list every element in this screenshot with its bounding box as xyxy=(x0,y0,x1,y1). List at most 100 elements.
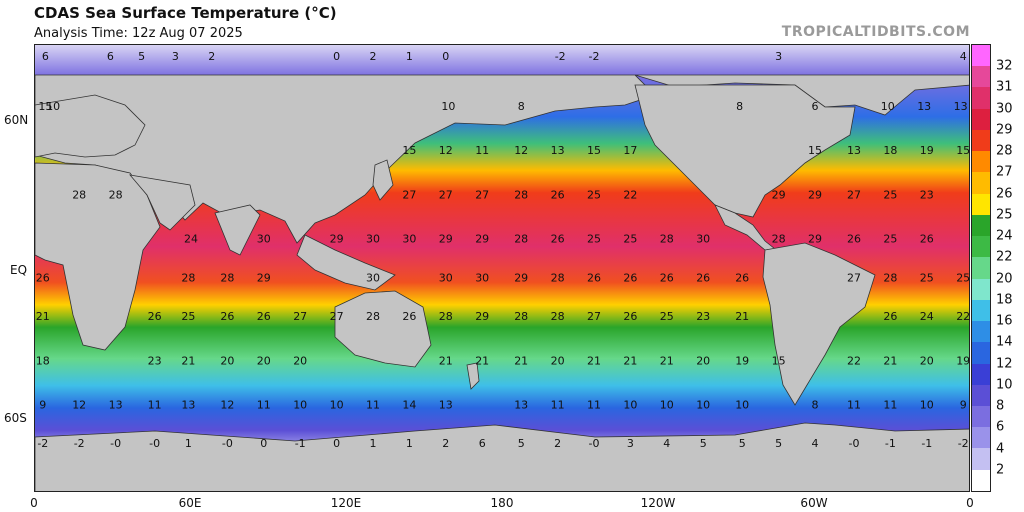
colorbar-swatch xyxy=(972,299,990,322)
sst-value-label: 5 xyxy=(739,437,746,450)
colorbar-label: 31 xyxy=(996,79,1013,95)
sst-value-label: 28 xyxy=(772,233,786,246)
sst-value-label: 26 xyxy=(551,188,565,201)
sst-value-label: 29 xyxy=(475,233,489,246)
sst-value-label: 1 xyxy=(185,437,192,450)
colorbar-label: 26 xyxy=(996,186,1013,202)
land-greenland-canada-arctic xyxy=(634,74,969,116)
colorbar-swatch xyxy=(972,172,990,194)
sst-value-label: 27 xyxy=(402,188,416,201)
sst-value-label: 21 xyxy=(475,354,489,367)
sst-value-label: 29 xyxy=(808,233,822,246)
sst-value-label: 28 xyxy=(883,271,897,284)
sst-value-label: 25 xyxy=(181,310,195,323)
sst-value-label: 26 xyxy=(402,310,416,323)
sst-value-label: 28 xyxy=(181,271,195,284)
colorbar-label: 24 xyxy=(996,228,1013,244)
sst-value-label: 8 xyxy=(812,399,819,412)
colorbar-swatch xyxy=(972,108,990,130)
sst-value-label: 28 xyxy=(514,233,528,246)
colorbar-swatch xyxy=(972,193,990,215)
sst-value-label: 21 xyxy=(514,354,528,367)
sst-value-label: 12 xyxy=(72,399,86,412)
colorbar-label: 6 xyxy=(996,419,1005,435)
sst-value-label: 15 xyxy=(38,100,52,113)
sst-value-label: 4 xyxy=(960,50,967,63)
sst-value-label: 21 xyxy=(587,354,601,367)
sst-value-label: 21 xyxy=(623,354,637,367)
sst-value-label: 25 xyxy=(883,233,897,246)
sst-value-label: 29 xyxy=(514,271,528,284)
sst-value-label: 2 xyxy=(442,437,449,450)
sst-value-label: 25 xyxy=(920,271,934,284)
colorbar-label: 12 xyxy=(996,356,1013,372)
sst-value-label: 20 xyxy=(257,354,271,367)
sst-value-label: 3 xyxy=(172,50,179,63)
colorbar-label: 30 xyxy=(996,101,1013,117)
sst-value-label: 23 xyxy=(148,354,162,367)
lon-label: 0 xyxy=(966,496,974,510)
sst-value-label: 19 xyxy=(920,144,934,157)
sst-value-label: 15 xyxy=(587,144,601,157)
colorbar-label: 25 xyxy=(996,207,1013,223)
sst-value-label: 26 xyxy=(623,271,637,284)
sst-value-label: 18 xyxy=(883,144,897,157)
sst-value-label: 21 xyxy=(36,310,50,323)
sst-value-label: 27 xyxy=(847,188,861,201)
land-arabia-india xyxy=(128,174,261,256)
sst-value-label: -2 xyxy=(555,50,566,63)
sst-value-label: 21 xyxy=(181,354,195,367)
sst-value-label: 30 xyxy=(366,271,380,284)
sst-value-label: 10 xyxy=(330,399,344,412)
colorbar-label: 18 xyxy=(996,292,1013,308)
sst-value-label: 15 xyxy=(402,144,416,157)
sst-value-label: 22 xyxy=(623,188,637,201)
sst-value-label: 10 xyxy=(920,399,934,412)
colorbar-label: 27 xyxy=(996,164,1013,180)
colorbar-swatch xyxy=(972,66,990,88)
sst-value-label: 21 xyxy=(660,354,674,367)
colorbar-label: 20 xyxy=(996,271,1013,287)
lon-label: 120W xyxy=(640,496,676,510)
sst-value-label: 8 xyxy=(736,100,743,113)
sst-value-label: 26 xyxy=(735,271,749,284)
sst-value-label: 23 xyxy=(920,188,934,201)
sst-value-label: 9 xyxy=(39,399,46,412)
sst-value-label: 25 xyxy=(623,233,637,246)
lat-label-60s: 60S xyxy=(4,411,27,425)
colorbar-label: 28 xyxy=(996,143,1013,159)
colorbar-swatch xyxy=(972,405,990,428)
sst-value-label: 26 xyxy=(920,233,934,246)
sst-value-label: 26 xyxy=(36,271,50,284)
sst-value-label: -0 xyxy=(589,437,600,450)
sst-value-label: 12 xyxy=(514,144,528,157)
sst-value-label: 27 xyxy=(587,310,601,323)
sst-value-label: 30 xyxy=(439,271,453,284)
sst-value-label: 29 xyxy=(475,310,489,323)
land-masses xyxy=(35,74,969,491)
colorbar-swatch xyxy=(972,469,990,491)
colorbar-label: 32 xyxy=(996,58,1013,74)
sst-value-label: -2 xyxy=(958,437,969,450)
colorbar-swatch xyxy=(972,384,990,406)
sst-value-label: 4 xyxy=(812,437,819,450)
sst-value-label: 28 xyxy=(514,188,528,201)
sst-value-label: 30 xyxy=(402,233,416,246)
colorbar-swatch xyxy=(972,214,990,237)
sst-value-label: 11 xyxy=(551,399,565,412)
sst-value-label: 6 xyxy=(479,437,486,450)
colorbar-label: 22 xyxy=(996,249,1013,265)
colorbar-swatch xyxy=(972,45,990,67)
sst-value-label: 20 xyxy=(293,354,307,367)
sst-value-label: 6 xyxy=(812,100,819,113)
colorbar-label: 14 xyxy=(996,334,1013,350)
land-southeast-asia-islands xyxy=(296,234,396,291)
sst-value-label: 11 xyxy=(587,399,601,412)
sst-value-label: 26 xyxy=(257,310,271,323)
sst-value-label: 2 xyxy=(370,50,377,63)
sst-value-label: 28 xyxy=(109,188,123,201)
sst-value-label: 30 xyxy=(696,233,710,246)
sst-value-label: 28 xyxy=(551,310,565,323)
colorbar-label: 29 xyxy=(996,122,1013,138)
sst-value-label: 18 xyxy=(36,354,50,367)
